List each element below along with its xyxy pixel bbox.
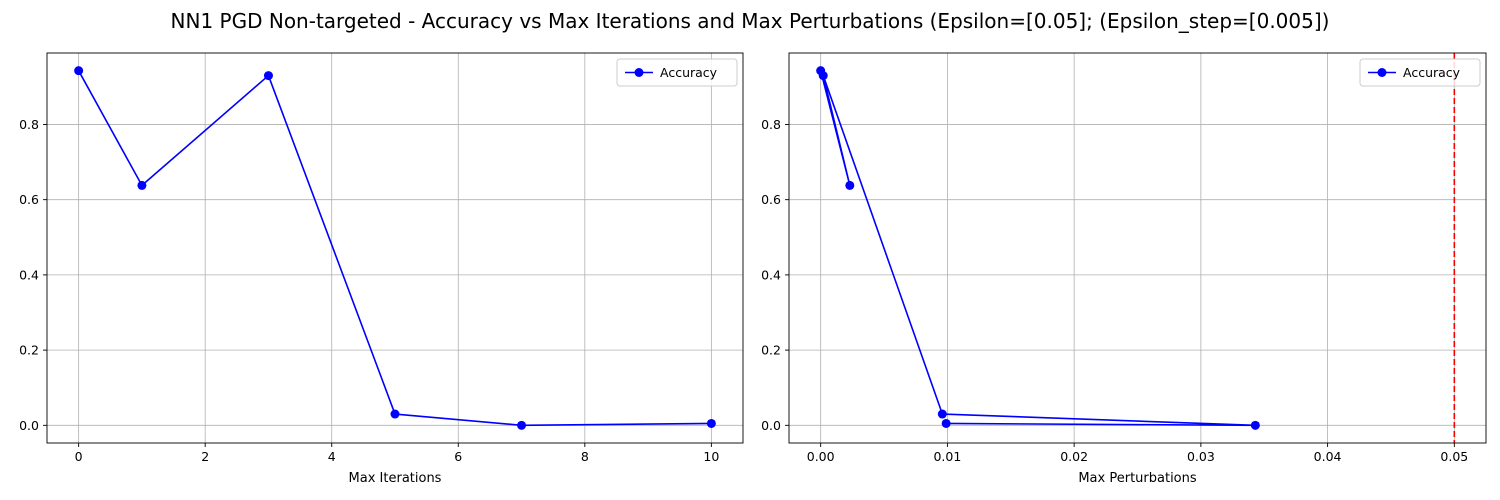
y-tick-label: 0.8: [761, 117, 781, 132]
y-tick-label: 0.2: [761, 343, 781, 358]
data-point: [706, 418, 716, 428]
x-tick-label: 4: [328, 449, 336, 464]
y-tick-label: 0.0: [19, 418, 39, 433]
data-point: [74, 66, 84, 76]
legend-label: Accuracy: [1403, 65, 1461, 80]
data-point: [941, 418, 951, 428]
data-point: [845, 180, 855, 190]
data-point: [1250, 420, 1260, 430]
y-tick-label: 0.6: [19, 192, 39, 207]
x-tick-label: 0.01: [933, 449, 961, 464]
data-point: [137, 180, 147, 190]
x-tick-label: 0.05: [1440, 449, 1468, 464]
y-tick-label: 0.2: [19, 343, 39, 358]
y-tick-label: 0.8: [19, 117, 39, 132]
x-tick-label: 2: [201, 449, 209, 464]
y-tick-label: 0.4: [19, 267, 39, 282]
data-point: [818, 71, 828, 81]
series-line-accuracy: [819, 70, 1257, 427]
x-axis-label: Max Perturbations: [1078, 471, 1197, 486]
data-point: [937, 409, 947, 419]
chart-panel-max-iterations: 0 2 4 6 8 10 0.0 0.2 0.4 0.6 0.8 Max Iterations Accu…: [19, 52, 744, 486]
figure-title: NN1 PGD Non-targeted - Accuracy vs Max I…: [171, 9, 1330, 33]
y-tick-label: 0.6: [761, 192, 781, 207]
legend-box: [1359, 58, 1481, 87]
x-tick-label: 0.03: [1187, 449, 1215, 464]
y-tick-label: 0.0: [761, 418, 781, 433]
data-point: [390, 409, 400, 419]
legend-box: [616, 58, 738, 87]
data-point: [517, 420, 527, 430]
plot-frame: [788, 52, 1487, 444]
y-tick-label: 0.4: [761, 267, 781, 282]
x-tick-label: 0.04: [1314, 449, 1342, 464]
x-tick-label: 0: [75, 449, 83, 464]
x-tick-label: 6: [454, 449, 462, 464]
x-tick-label: 0.00: [807, 449, 835, 464]
series-line-accuracy: [77, 70, 712, 427]
x-tick-label: 0.02: [1060, 449, 1088, 464]
plot-frame: [46, 52, 744, 444]
chart-panel-max-perturbations: 0.00 0.01 0.02 0.03 0.04 0.05 0.0 0.2 0.4 0.6 0.8 M…: [761, 52, 1487, 486]
legend-label: Accuracy: [660, 65, 718, 80]
data-point: [263, 71, 273, 81]
x-axis-label: Max Iterations: [349, 471, 442, 486]
x-tick-label: 8: [581, 449, 589, 464]
legend-marker-swatch: [1377, 68, 1387, 77]
legend-marker-swatch: [634, 68, 644, 77]
x-tick-label: 10: [703, 449, 719, 464]
